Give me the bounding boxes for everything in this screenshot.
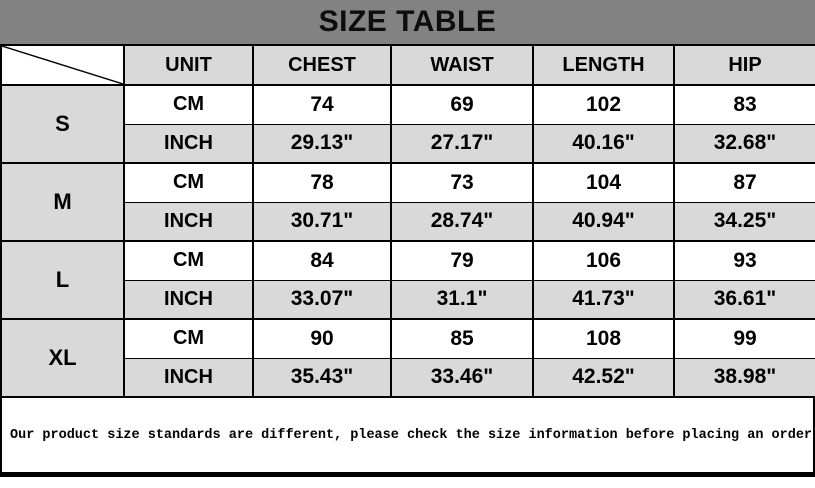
value-cell: 40.16"	[532, 123, 675, 164]
row-s-cm: S CM 74 69 102 83	[0, 84, 815, 164]
footer-note: Our product size standards are different…	[0, 396, 815, 477]
column-header-waist: WAIST	[390, 44, 534, 86]
column-header-unit: UNIT	[123, 44, 254, 86]
value-cell: 74	[252, 84, 392, 125]
diagonal-divider-line	[2, 46, 123, 84]
column-header-hip: HIP	[673, 44, 815, 86]
page-title: SIZE TABLE	[0, 0, 815, 44]
value-cell: 78	[252, 162, 392, 203]
value-cell: 87	[673, 162, 815, 203]
row-xl-cm: XL CM 90 85 108 99	[0, 318, 815, 398]
value-cell: 28.74"	[390, 201, 534, 242]
value-cell: 27.17"	[390, 123, 534, 164]
value-cell: 41.73"	[532, 279, 675, 320]
row-l-cm: L CM 84 79 106 93	[0, 240, 815, 320]
column-header-chest: CHEST	[252, 44, 392, 86]
value-cell: 79	[390, 240, 534, 281]
value-cell: 36.61"	[673, 279, 815, 320]
value-cell: 33.46"	[390, 357, 534, 398]
unit-cell: CM	[123, 318, 254, 359]
value-cell: 30.71"	[252, 201, 392, 242]
diagonal-corner-cell	[0, 44, 125, 86]
unit-cell: CM	[123, 240, 254, 281]
value-cell: 83	[673, 84, 815, 125]
value-cell: 34.25"	[673, 201, 815, 242]
value-cell: 85	[390, 318, 534, 359]
size-label-l: L	[0, 240, 125, 320]
value-cell: 84	[252, 240, 392, 281]
value-cell: 38.98"	[673, 357, 815, 398]
unit-cell: INCH	[123, 357, 254, 398]
value-cell: 73	[390, 162, 534, 203]
unit-cell: INCH	[123, 123, 254, 164]
size-label-s: S	[0, 84, 125, 164]
row-l-inch: INCH 33.07" 31.1" 41.73" 36.61"	[1, 279, 815, 320]
row-m-inch: INCH 30.71" 28.74" 40.94" 34.25"	[1, 201, 815, 242]
row-s-inch: INCH 29.13" 27.17" 40.16" 32.68"	[1, 123, 815, 164]
size-label-xl: XL	[0, 318, 125, 398]
unit-cell: INCH	[123, 201, 254, 242]
value-cell: 35.43"	[252, 357, 392, 398]
unit-cell: CM	[123, 84, 254, 125]
value-cell: 31.1"	[390, 279, 534, 320]
unit-cell: INCH	[123, 279, 254, 320]
value-cell: 29.13"	[252, 123, 392, 164]
value-cell: 33.07"	[252, 279, 392, 320]
size-label-m: M	[0, 162, 125, 242]
value-cell: 104	[532, 162, 675, 203]
value-cell: 32.68"	[673, 123, 815, 164]
value-cell: 90	[252, 318, 392, 359]
unit-cell: CM	[123, 162, 254, 203]
size-table: UNIT CHEST WAIST LENGTH HIP S CM 74 69 1…	[0, 44, 815, 398]
value-cell: 93	[673, 240, 815, 281]
value-cell: 108	[532, 318, 675, 359]
row-m-cm: M CM 78 73 104 87	[0, 162, 815, 242]
value-cell: 40.94"	[532, 201, 675, 242]
row-xl-inch: INCH 35.43" 33.46" 42.52" 38.98"	[1, 357, 815, 398]
header-row: UNIT CHEST WAIST LENGTH HIP	[0, 44, 815, 86]
value-cell: 42.52"	[532, 357, 675, 398]
value-cell: 69	[390, 84, 534, 125]
value-cell: 106	[532, 240, 675, 281]
column-header-length: LENGTH	[532, 44, 675, 86]
value-cell: 102	[532, 84, 675, 125]
value-cell: 99	[673, 318, 815, 359]
